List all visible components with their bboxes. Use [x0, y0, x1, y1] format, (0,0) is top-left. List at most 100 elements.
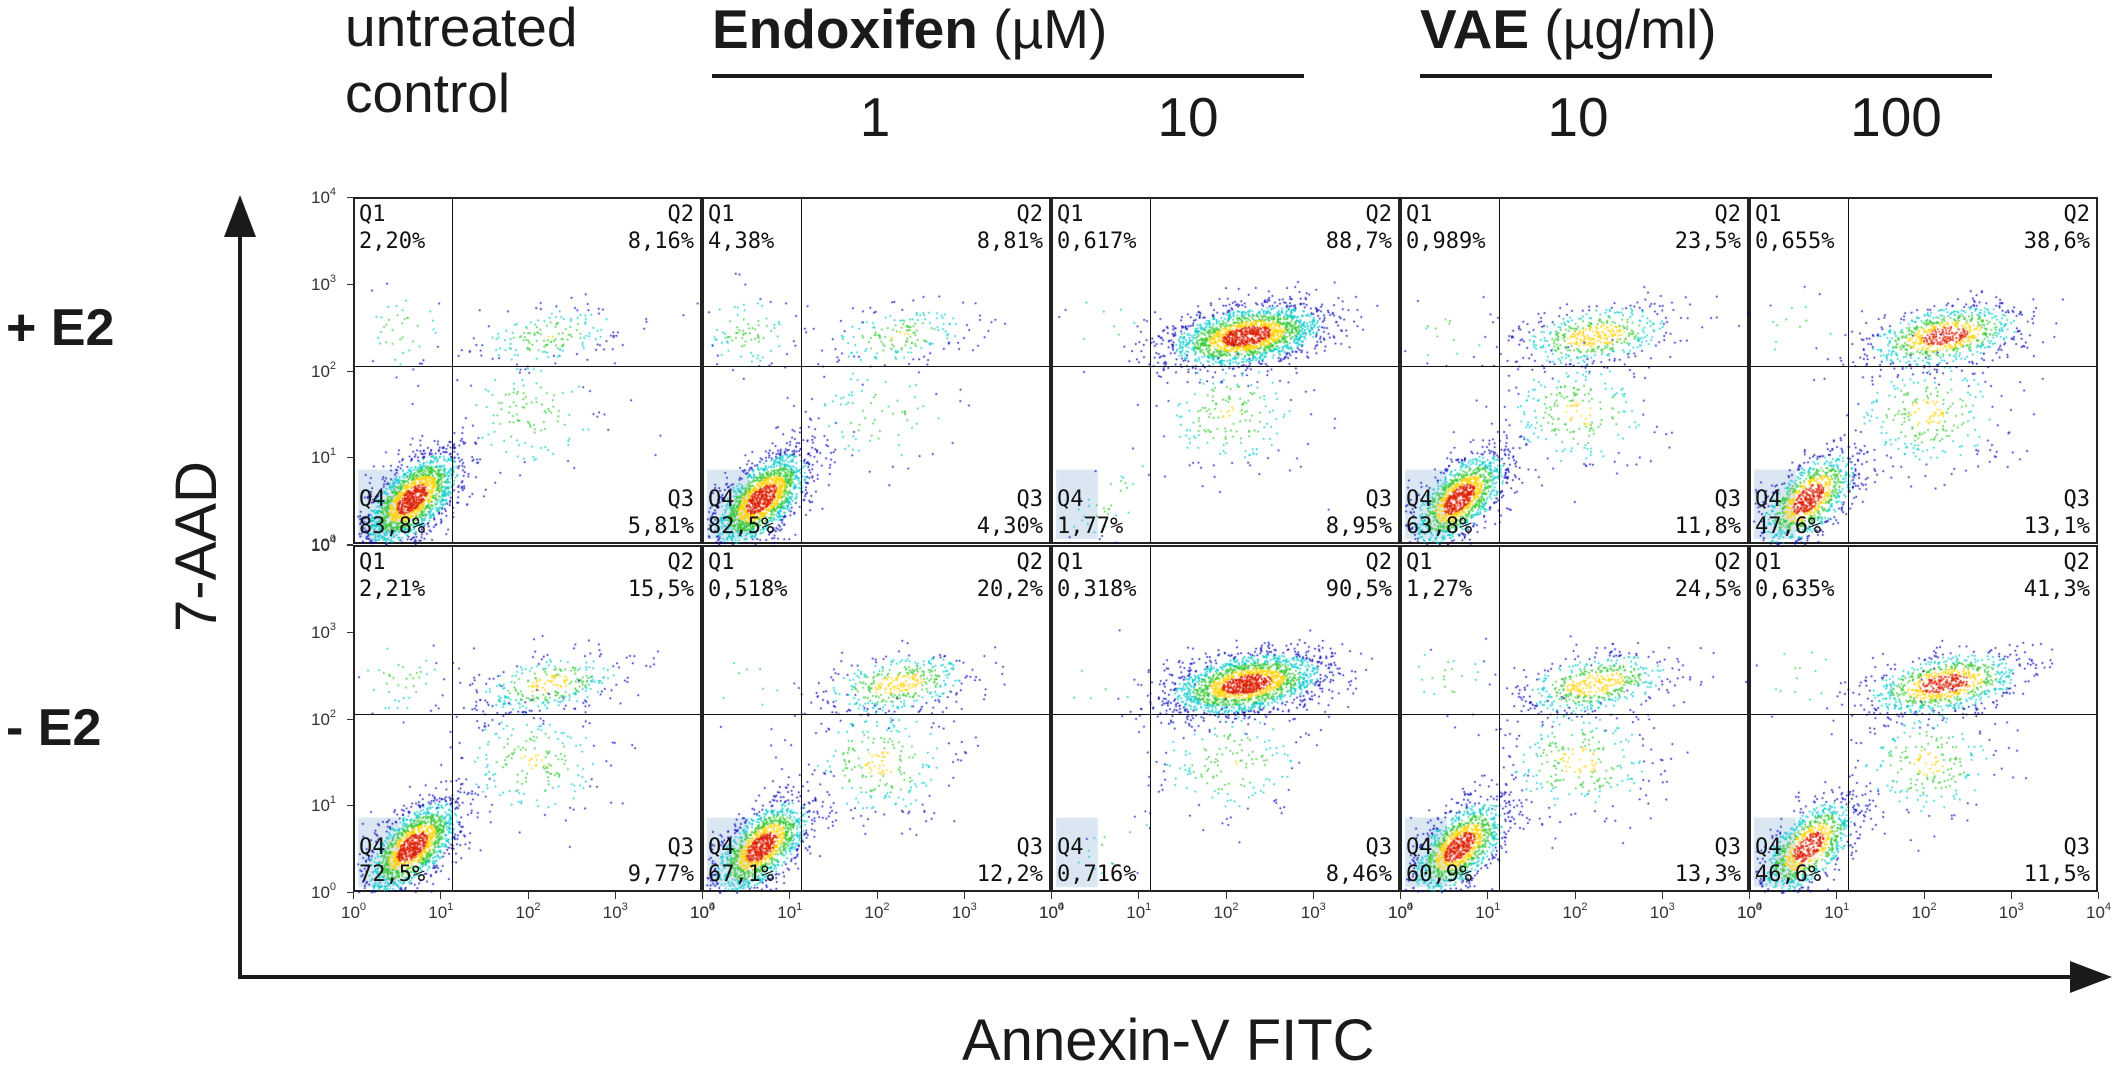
- density-dots: [1053, 199, 1402, 546]
- quadrant-label-q3: Q3 13,1%: [2023, 487, 2090, 539]
- x-tick-mark: [702, 892, 703, 899]
- quadrant-label-q2: Q2 20,2%: [976, 550, 1043, 602]
- x-tick-mark: [1749, 892, 1750, 899]
- quadrant-label-q4: Q4 82,5%: [708, 487, 775, 539]
- quadrant-label-q2: Q2 88,7%: [1325, 202, 1392, 254]
- conc-vae-100: 100: [1850, 86, 1942, 148]
- gate-vertical: [452, 199, 454, 542]
- flow-panel: Q1 4,38% Q2 8,81% Q3 4,30% Q4 82,5%: [702, 197, 1053, 546]
- x-tick-mark: [2098, 892, 2099, 899]
- y-tick-label: 100: [311, 881, 337, 902]
- density-dots: [704, 547, 1053, 894]
- gate-vertical: [452, 547, 454, 890]
- gate-vertical: [1848, 547, 1850, 890]
- x-tick-label: 101: [1126, 901, 1152, 922]
- y-axis-label: 7-AAD: [164, 461, 229, 632]
- x-tick-mark: [789, 892, 791, 899]
- density-dots: [1402, 199, 1751, 546]
- density-dots: [1402, 547, 1751, 894]
- x-tick-mark: [440, 892, 442, 899]
- gate-vertical: [1848, 199, 1850, 542]
- quadrant-label-q3: Q3 11,8%: [1674, 487, 1741, 539]
- y-tick-mark: [347, 370, 353, 372]
- quadrant-label-q1: Q1 0,655%: [1755, 202, 1835, 254]
- quadrant-label-q4: Q4 60,9%: [1406, 835, 1473, 887]
- density-dots: [1751, 547, 2100, 894]
- gate-horizontal: [355, 713, 700, 715]
- y-tick-mark: [347, 457, 353, 459]
- flow-panel: Q1 0,318% Q2 90,5% Q3 8,46% Q4 0,716%: [1051, 545, 1402, 894]
- x-tick-label: 104: [1737, 901, 1763, 922]
- quadrant-label-q2: Q2 90,5%: [1325, 550, 1392, 602]
- quadrant-label-q3: Q3 8,95%: [1325, 487, 1392, 539]
- quadrant-label-q4: Q4 83,8%: [359, 487, 426, 539]
- x-tick-mark: [1923, 892, 1925, 899]
- gate-vertical: [1499, 199, 1501, 542]
- x-tick-mark: [1487, 892, 1489, 899]
- x-tick-mark: [963, 892, 965, 899]
- gate-vertical: [1150, 199, 1152, 542]
- x-tick-mark: [876, 892, 878, 899]
- x-tick-label: 104: [2086, 901, 2112, 922]
- quadrant-label-q2: Q2 38,6%: [2023, 202, 2090, 254]
- gate-horizontal: [1751, 365, 2096, 367]
- endoxifen-name: Endoxifen: [712, 0, 978, 60]
- quadrant-label-q4: Q4 1,77%: [1057, 487, 1124, 539]
- y-tick-mark: [347, 718, 353, 720]
- x-tick-label: 101: [777, 901, 803, 922]
- gate-horizontal: [704, 713, 1049, 715]
- quadrant-label-q4: Q4 72,5%: [359, 835, 426, 887]
- y-tick-mark: [347, 631, 353, 633]
- x-tick-mark: [353, 892, 354, 899]
- quadrant-label-q1: Q1 0,635%: [1755, 550, 1835, 602]
- density-dots: [1751, 199, 2100, 546]
- vae-rule: [1420, 74, 1992, 78]
- flow-panel: Q1 2,21% Q2 15,5% Q3 9,77% Q4 72,5%: [353, 545, 704, 894]
- x-tick-label: 101: [428, 901, 454, 922]
- x-tick-mark: [2010, 892, 2012, 899]
- y-tick-mark: [347, 283, 353, 285]
- quadrant-label-q4: Q4 47,6%: [1755, 487, 1822, 539]
- quadrant-label-q3: Q3 13,3%: [1674, 835, 1741, 887]
- quadrant-label-q3: Q3 5,81%: [627, 487, 694, 539]
- x-tick-label: 104: [1039, 901, 1065, 922]
- y-tick-label: 104: [311, 186, 337, 207]
- gate-vertical: [801, 547, 803, 890]
- x-tick-label: 103: [1300, 901, 1326, 922]
- y-tick-label: 103: [311, 620, 337, 642]
- y-axis-arrowhead: [224, 195, 256, 237]
- y-tick-label: 100: [311, 533, 337, 554]
- x-tick-mark: [1661, 892, 1663, 899]
- flow-panel: Q1 0,518% Q2 20,2% Q3 12,2% Q4 67,1%: [702, 545, 1053, 894]
- density-dots: [355, 199, 704, 546]
- x-tick-label: 101: [1475, 901, 1501, 922]
- x-tick-label: 100: [1388, 901, 1414, 922]
- x-tick-mark: [1051, 892, 1052, 899]
- density-dots: [1053, 547, 1402, 894]
- y-tick-mark: [347, 805, 353, 807]
- y-tick-mark: [347, 197, 353, 198]
- row-label-plus-e2: + E2: [6, 299, 115, 357]
- quadrant-label-q4: Q4 0,716%: [1057, 835, 1137, 887]
- quadrant-label-q4: Q4 46,6%: [1755, 835, 1822, 887]
- x-tick-label: 103: [1998, 901, 2024, 922]
- vae-name: VAE: [1420, 0, 1530, 60]
- endoxifen-rule: [712, 74, 1304, 78]
- y-tick-mark: [347, 892, 353, 893]
- quadrant-label-q2: Q2 8,81%: [976, 202, 1043, 254]
- flow-panel: Q1 0,617% Q2 88,7% Q3 8,95% Q4 1,77%: [1051, 197, 1402, 546]
- conc-vae-10: 10: [1547, 86, 1609, 148]
- quadrant-label-q4: Q4 63,8%: [1406, 487, 1473, 539]
- quadrant-label-q3: Q3 11,5%: [2023, 835, 2090, 887]
- quadrant-label-q3: Q3 4,30%: [976, 487, 1043, 539]
- quadrant-label-q1: Q1 0,318%: [1057, 550, 1137, 602]
- x-tick-mark: [1138, 892, 1140, 899]
- y-tick-label: 104: [311, 534, 337, 555]
- y-tick-label: 101: [311, 794, 337, 816]
- gate-horizontal: [1053, 713, 1398, 715]
- quadrant-label-q3: Q3 8,46%: [1325, 835, 1392, 887]
- x-axis-arrowhead: [2070, 961, 2112, 993]
- x-tick-label: 103: [602, 901, 628, 922]
- x-tick-label: 102: [1213, 901, 1239, 922]
